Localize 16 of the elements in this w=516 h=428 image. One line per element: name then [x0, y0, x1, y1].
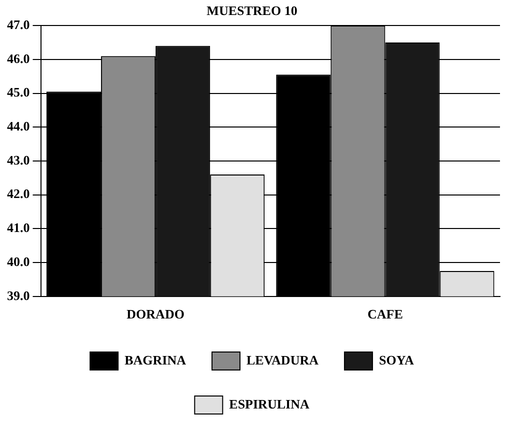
y-tick-label: 47.0: [7, 16, 30, 32]
y-tick-label: 42.0: [7, 186, 30, 202]
y-tick-label: 45.0: [7, 84, 30, 100]
y-tick-label: 40.0: [7, 254, 30, 269]
x-tick-label: DORADO: [126, 306, 184, 322]
x-tick-label: CAFE: [367, 306, 403, 322]
legend-label: BAGRINA: [124, 352, 187, 368]
y-tick-label: 46.0: [7, 50, 30, 66]
y-tick-label: 39.0: [7, 288, 30, 303]
legend-label: ESPIRULINA: [229, 396, 310, 412]
chart-title: MUESTREO 10: [206, 3, 298, 18]
legend-label: SOYA: [378, 352, 415, 368]
y-tick-label: 41.0: [7, 220, 30, 236]
legend-label: LEVADURA: [246, 352, 320, 368]
y-tick-label: 44.0: [7, 118, 30, 134]
y-tick-label: 43.0: [7, 152, 30, 168]
